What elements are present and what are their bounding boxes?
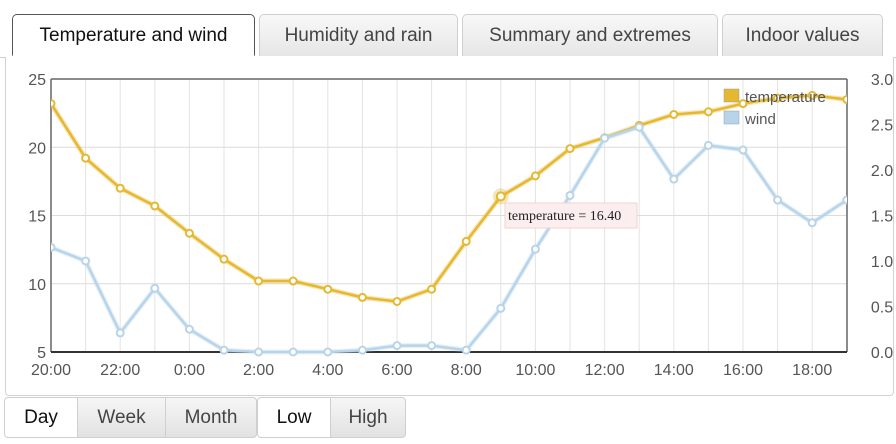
x-tick-label: 16:00	[723, 362, 763, 379]
x-tick-label: 20:00	[31, 362, 71, 379]
highlight-point	[495, 191, 506, 202]
temperature-point	[427, 284, 437, 294]
temperature-point	[392, 296, 402, 306]
wind-point	[323, 347, 333, 357]
y-right-tick-label: 3.0	[871, 72, 893, 89]
y-right-tick-label: 1.0	[871, 254, 893, 271]
temperature-point	[773, 93, 783, 103]
y-right-tick-label: 2.0	[871, 163, 893, 180]
legend-label-temperature: temperature	[745, 89, 826, 106]
wind-point	[669, 174, 679, 184]
period-button-group: Day Week Month	[4, 397, 257, 438]
legend-label-wind: wind	[744, 111, 776, 128]
x-tick-label: 22:00	[100, 362, 140, 379]
wind-point	[738, 145, 748, 155]
chart-legend[interactable]: temperature wind	[723, 88, 826, 128]
wind-point	[807, 218, 817, 228]
temperature-point	[669, 109, 679, 119]
wind-point	[150, 283, 160, 293]
week-button[interactable]: Week	[77, 397, 166, 438]
high-button[interactable]: High	[330, 397, 406, 438]
wind-point	[600, 133, 610, 143]
temperature-point	[219, 254, 229, 264]
temperature-point	[150, 201, 160, 211]
wind-series	[51, 122, 847, 357]
temperature-point	[81, 153, 91, 163]
wind-point	[496, 303, 506, 313]
temperature-point	[288, 276, 298, 286]
wind-point	[288, 347, 298, 357]
temperature-point	[807, 90, 817, 100]
y-right-tick-label: 1.5	[871, 209, 893, 226]
y-left-tick-label: 10	[28, 277, 46, 294]
y-right-tick-label: 0.0	[871, 345, 893, 362]
x-tick-label: 12:00	[585, 362, 625, 379]
temperature-point	[703, 107, 713, 117]
wind-point	[81, 256, 91, 266]
range-button-group: Low High	[257, 397, 406, 438]
wind-point	[842, 195, 847, 205]
wind-point	[51, 242, 56, 252]
wind-point	[565, 190, 575, 200]
x-tick-label: 0:00	[174, 362, 205, 379]
temperature-point	[184, 228, 194, 238]
wind-point	[703, 140, 713, 150]
y-left-tick-label: 20	[28, 140, 46, 157]
legend-swatch-wind	[723, 110, 740, 125]
low-button[interactable]: Low	[257, 397, 331, 438]
x-tick-label: 18:00	[792, 362, 832, 379]
x-tick-label: 4:00	[312, 362, 343, 379]
wind-point	[427, 341, 437, 351]
x-tick-label: 6:00	[381, 362, 412, 379]
temperature-point	[115, 183, 125, 193]
y-left-tick-label: 15	[28, 209, 46, 226]
chart-series	[51, 90, 847, 357]
legend-swatch-temperature	[723, 88, 740, 103]
y-right-tick-label: 2.5	[871, 118, 893, 135]
tab-summary-and-extremes[interactable]: Summary and extremes	[462, 14, 718, 56]
temperature-point	[565, 144, 575, 154]
temperature-point	[357, 292, 367, 302]
wind-point	[392, 341, 402, 351]
wind-point	[530, 244, 540, 254]
month-button[interactable]: Month	[165, 397, 257, 438]
wind-point	[184, 324, 194, 334]
temperature-point	[254, 276, 264, 286]
temperature-point	[323, 284, 333, 294]
chart: 20:00 22:00 0:00 2:00 4:00 6:00 8:00 10:00 12:00…	[28, 72, 893, 379]
tab-bar: Temperature and wind Humidity and rain S…	[0, 0, 896, 58]
temperature-point	[842, 94, 847, 104]
wind-line	[51, 125, 847, 354]
temperature-point	[738, 99, 748, 109]
day-button[interactable]: Day	[4, 397, 78, 438]
wind-point	[219, 345, 229, 355]
wind-point	[115, 328, 125, 338]
tooltip-text: temperature = 16.40	[508, 209, 621, 224]
tab-indoor-values[interactable]: Indoor values	[722, 14, 883, 56]
wind-point	[254, 347, 264, 357]
chart-panel	[5, 57, 894, 396]
tab-humidity-and-rain[interactable]: Humidity and rain	[259, 14, 458, 56]
x-tick-label: 8:00	[451, 362, 482, 379]
chart-tooltip: temperature = 16.40	[504, 202, 638, 229]
wind-point	[461, 345, 471, 355]
x-tick-label: 14:00	[654, 362, 694, 379]
x-tick-label: 10:00	[515, 362, 555, 379]
y-left-tick-label: 25	[28, 72, 46, 89]
wind-line-shadow	[51, 124, 847, 355]
tooltip-box	[504, 202, 638, 229]
wind-point	[357, 345, 367, 355]
x-tick-label: 2:00	[243, 362, 274, 379]
tab-temperature-and-wind[interactable]: Temperature and wind	[12, 14, 255, 56]
wind-point	[634, 122, 644, 132]
temperature-point	[530, 171, 540, 181]
temperature-point	[51, 99, 56, 109]
y-left-tick-label: 5	[37, 345, 46, 362]
y-right-tick-label: 0.5	[871, 300, 893, 317]
wind-point	[773, 195, 783, 205]
chart-axes: 20:00 22:00 0:00 2:00 4:00 6:00 8:00 10:00 12:00…	[28, 72, 893, 379]
temperature-point	[461, 236, 471, 246]
